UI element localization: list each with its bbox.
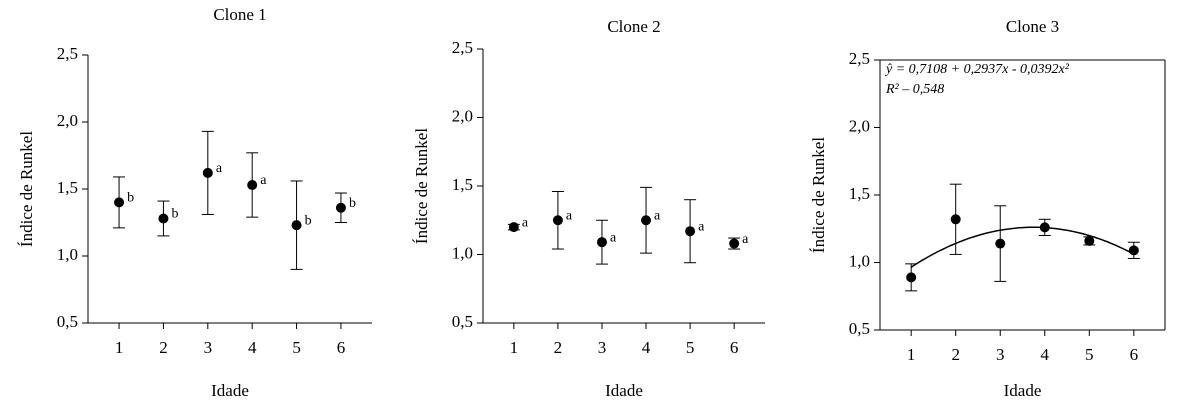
point xyxy=(995,238,1006,249)
annotation: a xyxy=(260,173,267,188)
y-axis-label: Índice de Runkel xyxy=(412,128,431,244)
x-tick-label: 1 xyxy=(510,338,519,357)
x-tick-label: 5 xyxy=(686,338,695,357)
point xyxy=(906,272,917,283)
annotation: a xyxy=(566,208,573,223)
point xyxy=(596,237,607,248)
y-tick-label: 2,0 xyxy=(452,106,473,125)
annotation: a xyxy=(216,161,223,176)
x-tick-label: 4 xyxy=(1041,345,1050,364)
point xyxy=(685,226,696,237)
x-tick-label: 3 xyxy=(204,338,213,357)
y-tick-label: 2,5 xyxy=(57,44,78,63)
y-tick-label: 2,0 xyxy=(849,116,870,135)
y-axis-label: Índice de Runkel xyxy=(17,131,36,247)
x-tick-label: 6 xyxy=(337,338,346,357)
x-axis-label: Idade xyxy=(605,381,643,400)
annotation: a xyxy=(698,219,705,234)
y-tick-label: 1,0 xyxy=(849,251,870,270)
x-tick-label: 2 xyxy=(554,338,563,357)
x-tick-label: 2 xyxy=(159,338,168,357)
y-tick-label: 1,0 xyxy=(452,243,473,262)
y-axis-label: Índice de Runkel xyxy=(809,137,828,253)
chart-title: Clone 1 xyxy=(213,5,266,24)
point xyxy=(158,213,169,224)
y-tick-label: 2,5 xyxy=(849,49,870,68)
annotation: b xyxy=(171,207,178,222)
point xyxy=(641,215,652,226)
point xyxy=(114,197,125,208)
annotation: a xyxy=(610,230,617,245)
x-tick-label: 6 xyxy=(1130,345,1139,364)
trend-r2: R² – 0,548 xyxy=(885,82,944,97)
y-tick-label: 2,5 xyxy=(452,38,473,57)
trend-equation: ŷ = 0,7108 + 0,2937x - 0,0392x² xyxy=(884,62,1070,77)
y-tick-label: 0,5 xyxy=(57,312,78,331)
x-axis-label: Idade xyxy=(211,381,249,400)
x-tick-label: 5 xyxy=(292,338,301,357)
point xyxy=(291,220,302,231)
y-tick-label: 2,0 xyxy=(57,111,78,130)
point xyxy=(202,167,213,178)
point xyxy=(1084,235,1095,246)
x-axis-label: Idade xyxy=(1004,381,1042,400)
trend-curve xyxy=(910,226,1135,268)
x-tick-label: 3 xyxy=(996,345,1005,364)
annotation: a xyxy=(522,215,529,230)
x-tick-label: 5 xyxy=(1085,345,1094,364)
annotation: b xyxy=(349,196,356,211)
x-tick-label: 1 xyxy=(115,338,124,357)
point xyxy=(729,238,740,249)
y-tick-label: 1,0 xyxy=(57,245,78,264)
annotation: a xyxy=(654,208,661,223)
point xyxy=(552,215,563,226)
y-tick-label: 1,5 xyxy=(452,175,473,194)
x-tick-label: 4 xyxy=(248,338,257,357)
point xyxy=(335,202,346,213)
chart-title: Clone 3 xyxy=(1006,17,1059,36)
annotation: b xyxy=(305,213,312,228)
x-tick-label: 2 xyxy=(951,345,960,364)
y-tick-label: 0,5 xyxy=(452,312,473,331)
chart-title: Clone 2 xyxy=(607,17,660,36)
x-tick-label: 1 xyxy=(907,345,916,364)
x-tick-label: 3 xyxy=(598,338,607,357)
annotation: a xyxy=(742,232,749,247)
point xyxy=(508,222,519,233)
annotation: b xyxy=(127,191,134,206)
y-tick-label: 1,5 xyxy=(849,184,870,203)
y-tick-label: 1,5 xyxy=(57,178,78,197)
y-tick-label: 0,5 xyxy=(849,319,870,338)
point xyxy=(1039,222,1050,233)
point xyxy=(1128,245,1139,256)
x-tick-label: 4 xyxy=(642,338,651,357)
point xyxy=(950,214,961,225)
point xyxy=(247,179,258,190)
x-tick-label: 6 xyxy=(730,338,739,357)
